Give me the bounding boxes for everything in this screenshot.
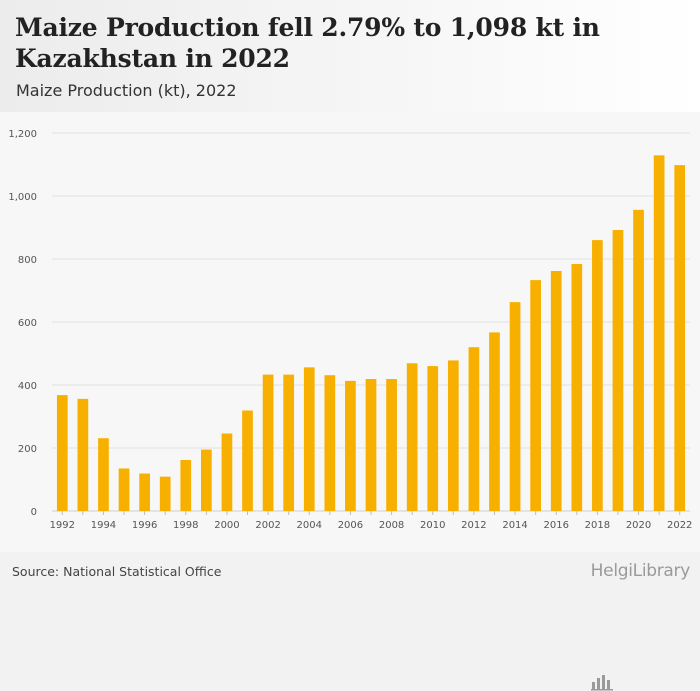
x-tick-label: 2002 bbox=[255, 520, 280, 531]
x-tick-label: 2020 bbox=[626, 520, 651, 531]
y-tick-label: 1,200 bbox=[8, 129, 37, 140]
bar bbox=[612, 230, 624, 511]
chart-bars-icon bbox=[590, 675, 613, 691]
bar bbox=[303, 367, 315, 511]
y-tick-label: 0 bbox=[31, 507, 37, 518]
bar bbox=[262, 374, 274, 511]
bar bbox=[159, 476, 171, 511]
bar bbox=[180, 459, 192, 511]
x-tick-label: 2018 bbox=[585, 520, 610, 531]
bar bbox=[592, 240, 603, 511]
bar bbox=[56, 395, 68, 511]
bar bbox=[98, 438, 109, 511]
bar bbox=[447, 360, 459, 511]
bar bbox=[242, 410, 253, 511]
bar bbox=[386, 379, 397, 511]
y-tick-label: 1,000 bbox=[8, 192, 37, 203]
y-tick-label: 400 bbox=[18, 381, 37, 392]
bar bbox=[674, 165, 686, 511]
bar bbox=[406, 363, 418, 511]
bar bbox=[468, 347, 480, 511]
bar bbox=[77, 398, 89, 511]
bar bbox=[201, 449, 212, 511]
bar bbox=[427, 366, 439, 511]
x-tick-label: 2008 bbox=[379, 520, 404, 531]
bar bbox=[633, 209, 644, 512]
bar bbox=[550, 270, 562, 511]
y-tick-label: 200 bbox=[18, 444, 37, 455]
x-tick-label: 1998 bbox=[173, 520, 198, 531]
bar bbox=[530, 280, 541, 511]
bar bbox=[324, 375, 336, 511]
brand-name: HelgiLibrary bbox=[590, 561, 691, 581]
bar bbox=[283, 374, 295, 511]
bar bbox=[571, 264, 583, 511]
y-tick-label: 800 bbox=[18, 255, 37, 266]
chart-subtitle: Maize Production (kt), 2022 bbox=[16, 81, 237, 100]
bar bbox=[139, 473, 150, 511]
x-tick-label: 2000 bbox=[214, 520, 239, 531]
bar bbox=[118, 468, 130, 511]
x-tick-label: 2012 bbox=[461, 520, 486, 531]
bar bbox=[221, 433, 233, 511]
bar bbox=[509, 302, 521, 511]
header: Maize Production fell 2.79% to 1,098 kt … bbox=[0, 0, 700, 112]
source-note: Source: National Statistical Office bbox=[12, 564, 222, 579]
brand-logo: HelgiLibrary bbox=[590, 561, 691, 691]
x-tick-label: 2014 bbox=[502, 520, 527, 531]
y-tick-label: 600 bbox=[18, 318, 37, 329]
bar bbox=[653, 155, 665, 512]
x-tick-label: 2006 bbox=[338, 520, 363, 531]
x-tick-label: 1996 bbox=[132, 520, 157, 531]
bar bbox=[345, 380, 356, 511]
bar bbox=[365, 379, 377, 511]
x-tick-label: 2016 bbox=[543, 520, 568, 531]
chart-title: Maize Production fell 2.79% to 1,098 kt … bbox=[15, 13, 600, 73]
bar bbox=[489, 332, 500, 511]
x-tick-label: 2022 bbox=[667, 520, 692, 531]
x-tick-label: 2004 bbox=[297, 520, 322, 531]
x-tick-label: 1994 bbox=[91, 520, 116, 531]
x-tick-label: 1992 bbox=[50, 520, 75, 531]
bar-chart: 0 200 400 600 800 1,000 1,200 1992 1994 1996 1998 2… bbox=[8, 129, 692, 531]
x-tick-label: 2010 bbox=[420, 520, 445, 531]
